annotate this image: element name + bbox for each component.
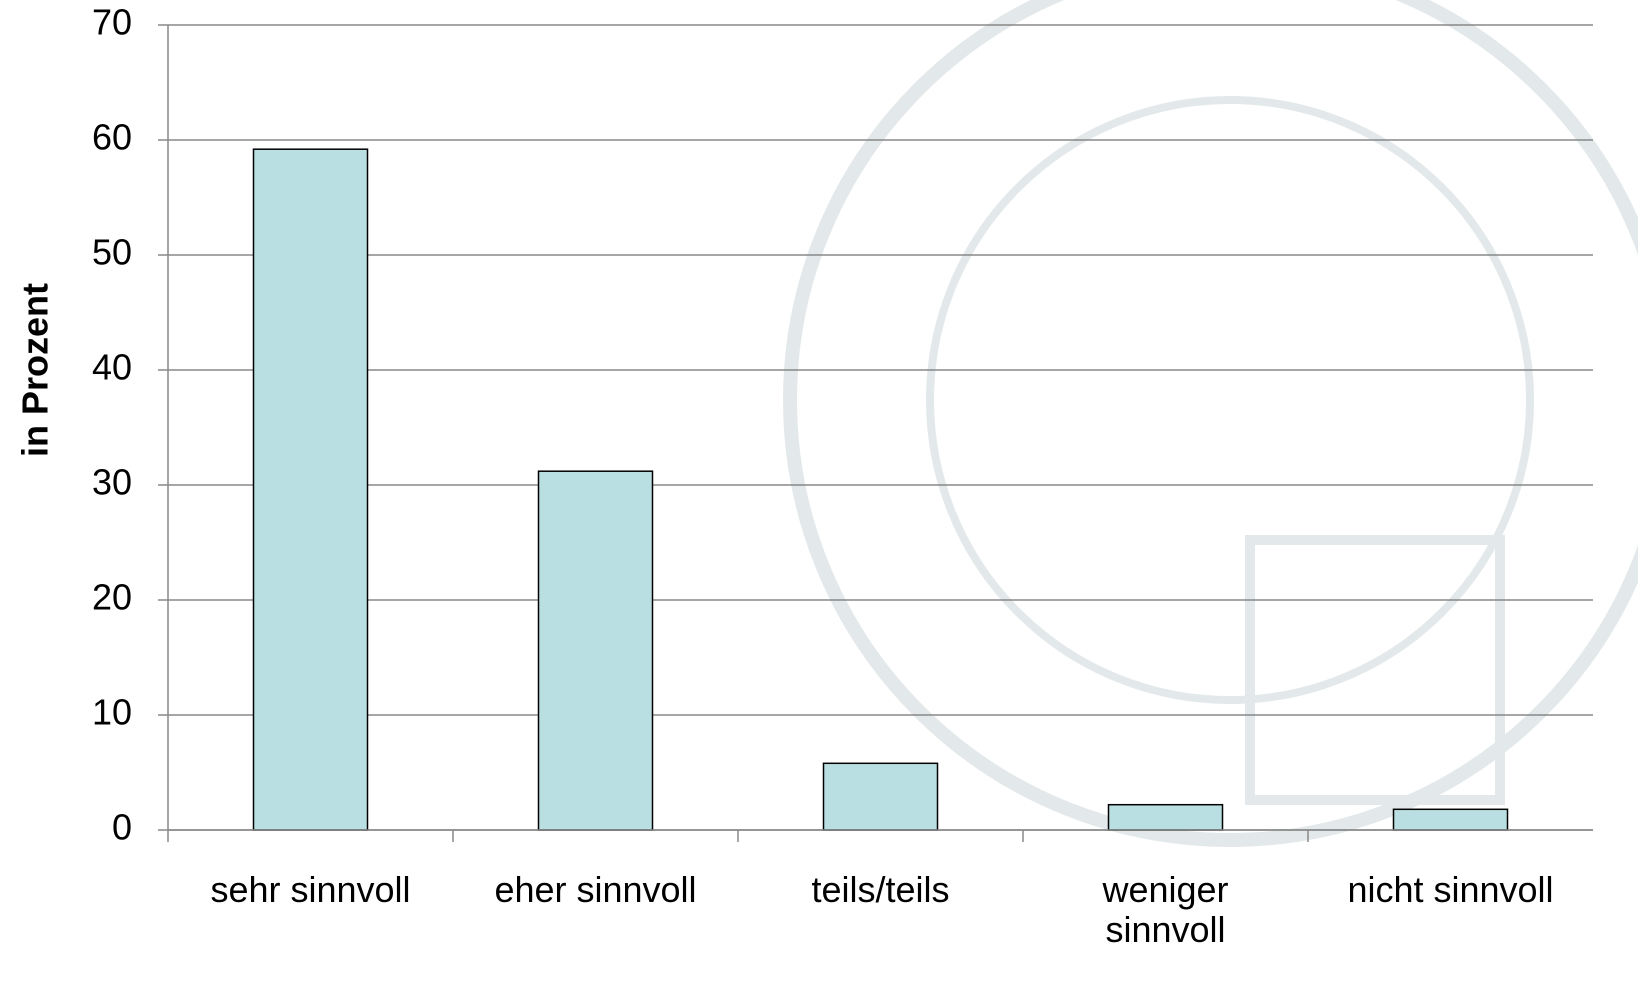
x-tick-label: teils/teils [811, 869, 950, 910]
y-tick-label: 60 [92, 117, 132, 158]
bar [1392, 808, 1509, 831]
y-axis-label: in Prozent [15, 283, 56, 457]
x-tick-label: nicht sinnvoll [1347, 869, 1554, 910]
y-tick-label: 20 [92, 577, 132, 618]
bar [252, 148, 369, 831]
bar [822, 762, 939, 831]
x-tick-label: weniger sinnvoll [1102, 869, 1229, 950]
y-tick-label: 30 [92, 462, 132, 503]
x-tick-label: sehr sinnvoll [210, 869, 411, 910]
bar [1107, 803, 1224, 831]
watermark-seal [783, 0, 1638, 847]
y-tick-label: 40 [92, 347, 132, 388]
bar [537, 470, 654, 831]
y-tick-label: 70 [92, 2, 132, 43]
y-tick-label: 0 [112, 807, 132, 848]
x-tick-label: eher sinnvoll [494, 869, 697, 910]
y-tick-label: 50 [92, 232, 132, 273]
y-tick-label: 10 [92, 692, 132, 733]
